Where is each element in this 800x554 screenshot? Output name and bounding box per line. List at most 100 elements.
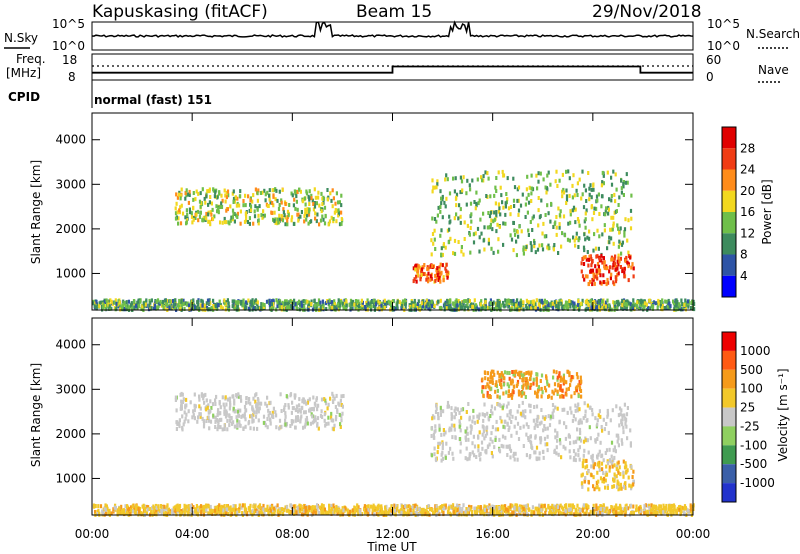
echo-cell	[600, 425, 603, 429]
echo-cell	[403, 507, 406, 512]
echo-cell	[451, 435, 454, 440]
echo-cell	[527, 200, 531, 205]
echo-cell	[326, 299, 329, 303]
echo-cell	[323, 221, 327, 226]
echo-cell	[333, 396, 336, 401]
echo-cell	[233, 299, 236, 304]
echo-cell	[280, 200, 283, 205]
echo-cell	[543, 503, 546, 508]
echo-cell	[242, 303, 245, 308]
echo-cell	[448, 220, 451, 225]
echo-cell	[463, 512, 466, 517]
echo-cell	[468, 232, 471, 237]
echo-cell	[501, 507, 504, 512]
echo-cell	[531, 228, 534, 232]
echo-cell	[544, 388, 548, 393]
echo-cell	[508, 425, 511, 430]
echo-cell	[185, 193, 188, 198]
echo-cell	[434, 273, 437, 278]
echo-cell	[320, 397, 324, 402]
echo-cell	[349, 298, 353, 303]
echo-cell	[502, 391, 505, 396]
echo-cell	[595, 507, 598, 512]
echo-cell	[578, 305, 581, 310]
echo-cell	[450, 416, 453, 421]
echo-cell	[579, 389, 583, 393]
echo-cell	[549, 219, 552, 224]
echo-cell	[187, 419, 190, 424]
echo-cell	[574, 220, 577, 225]
echo-cell	[484, 304, 487, 309]
echo-cell	[251, 407, 254, 412]
echo-cell	[232, 211, 235, 216]
echo-cell	[349, 306, 352, 311]
echo-cell	[244, 509, 247, 514]
echo-cell	[524, 377, 527, 382]
echo-cell	[213, 214, 216, 219]
echo-cell	[586, 274, 589, 279]
echo-cell	[508, 446, 512, 451]
echo-cell	[541, 415, 545, 420]
echo-cell	[650, 301, 653, 306]
echo-cell	[419, 277, 422, 282]
echo-cell	[498, 300, 501, 305]
echo-cell	[620, 306, 623, 311]
echo-cell	[412, 303, 415, 308]
echo-cell	[587, 303, 590, 308]
echo-cell	[624, 470, 628, 475]
echo-cell	[330, 418, 333, 423]
echo-cell	[263, 509, 266, 514]
echo-cell	[524, 215, 527, 219]
echo-cell	[453, 427, 456, 432]
echo-cell	[554, 435, 557, 440]
echo-cell	[473, 444, 477, 449]
echo-cell	[473, 200, 476, 204]
echo-cell	[593, 232, 596, 237]
echo-cell	[503, 376, 506, 381]
echo-cell	[174, 395, 177, 400]
echo-cell	[445, 262, 448, 267]
echo-cell	[626, 436, 629, 441]
echo-cell	[575, 372, 579, 377]
echo-cell	[637, 299, 640, 304]
echo-cell	[522, 373, 525, 378]
echo-cell	[603, 260, 606, 265]
echo-cell	[233, 199, 236, 204]
echo-cell	[569, 209, 572, 214]
echo-cell	[477, 415, 480, 420]
echo-cell	[523, 508, 527, 513]
echo-cell	[307, 194, 310, 199]
echo-cell	[625, 412, 629, 417]
echo-cell	[467, 510, 471, 515]
echo-cell	[541, 503, 545, 508]
echo-cell	[261, 190, 264, 195]
nave-tick-top: 60	[706, 53, 721, 67]
echo-cell	[276, 503, 279, 508]
echo-cell	[387, 299, 390, 304]
echo-cell	[584, 217, 587, 222]
echo-cell	[574, 417, 577, 422]
echo-cell	[629, 428, 632, 433]
echo-cell	[668, 504, 671, 509]
cpid-label: CPID	[8, 90, 40, 104]
echo-cell	[134, 303, 138, 308]
echo-cell	[220, 205, 224, 209]
echo-cell	[521, 390, 524, 395]
echo-cell	[197, 415, 200, 420]
echo-cell	[557, 251, 560, 255]
echo-cell	[531, 216, 534, 221]
echo-cell	[565, 425, 568, 430]
echo-cell	[420, 301, 423, 306]
echo-cell	[353, 302, 356, 307]
echo-cell	[293, 511, 296, 516]
echo-cell	[567, 221, 570, 226]
echo-cell	[195, 189, 198, 194]
echo-cell	[433, 185, 436, 190]
echo-cell	[308, 397, 311, 402]
echo-cell	[519, 301, 522, 306]
echo-cell	[152, 507, 155, 512]
echo-cell	[259, 191, 262, 195]
echo-cell	[574, 207, 577, 212]
echo-cell	[229, 204, 232, 209]
echo-cell	[666, 304, 669, 309]
